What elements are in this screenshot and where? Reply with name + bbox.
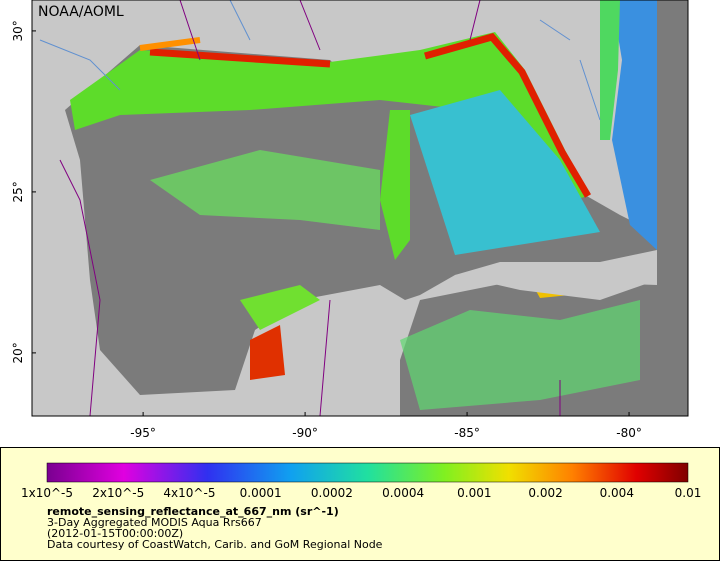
y-tick-label: 20°: [11, 342, 25, 363]
colorbar-ticks: 1x10^-5 2x10^-5 4x10^-5 0.0001 0.0002 0.0004 0…: [21, 486, 701, 500]
x-tick-label: -80°: [616, 426, 642, 440]
y-tick-label: 30°: [11, 20, 25, 41]
legend-title: remote_sensing_reflectance_at_667_nm (sr…: [47, 505, 339, 518]
x-tick-label: -95°: [130, 426, 156, 440]
colorbar-tick-label: 2x10^-5: [92, 486, 144, 500]
colorbar: [46, 462, 689, 483]
colorbar-tick-label: 0.0004: [382, 486, 424, 500]
x-tick-label: -85°: [454, 426, 480, 440]
colorbar-tick-label: 0.001: [457, 486, 491, 500]
map-image: [32, 0, 688, 416]
axes: -95° -90° -85° -80° 30° 25° 20°: [11, 20, 642, 440]
legend-line: Data courtesy of CoastWatch, Carib. and …: [47, 538, 383, 551]
legend-line: (2012-01-15T00:00:00Z): [47, 527, 183, 540]
colorbar-tick-label: 0.004: [600, 486, 634, 500]
y-tick-label: 25°: [11, 181, 25, 202]
colorbar-tick-label: 0.0002: [311, 486, 353, 500]
colorbar-tick-label: 1x10^-5: [21, 486, 73, 500]
colorbar-tick-label: 4x10^-5: [163, 486, 215, 500]
map-frame: [31, 0, 689, 417]
colorbar-tick-label: 0.01: [675, 486, 702, 500]
colorbar-tick-label: 0.002: [528, 486, 562, 500]
colorbar-tick-label: 0.0001: [240, 486, 282, 500]
x-tick-label: -90°: [292, 426, 318, 440]
legend-line: 3-Day Aggregated MODIS Aqua Rrs667: [47, 516, 262, 529]
watermark: NOAA/AOML: [38, 4, 124, 20]
